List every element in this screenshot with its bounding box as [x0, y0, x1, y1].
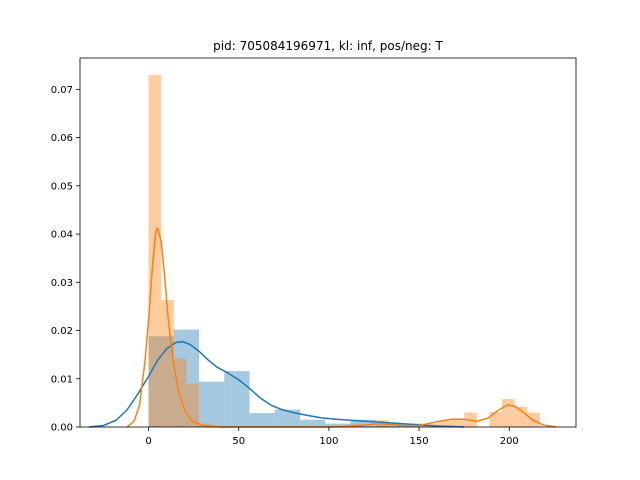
histogram-bar-series-2-13 [502, 399, 515, 427]
y-tick-label: 0.01 [51, 374, 73, 385]
histogram-bar-series-1-10 [375, 423, 402, 427]
histogram-bar-series-2-1 [148, 74, 162, 427]
histogram-bar-series-1-4 [224, 371, 250, 427]
axes: 0 50 100 150 200 0.00 0.01 0.02 0.03 0.04 0.05 0.06… [51, 57, 577, 447]
y-tick-label: 0.00 [51, 423, 73, 434]
y-tick-label: 0.06 [51, 133, 73, 144]
histogram-bar-series-1-8 [325, 423, 351, 427]
x-tick-label: 150 [410, 436, 429, 447]
histogram-bar-series-1-6 [274, 409, 301, 427]
x-tick-label: 0 [145, 436, 151, 447]
x-tick-label: 200 [500, 436, 519, 447]
histogram-bar-series-2-2 [161, 300, 174, 427]
y-tick-label: 0.05 [51, 181, 73, 192]
histogram-bar-series-1-5 [249, 413, 275, 427]
histogram-bar-series-1-7 [300, 419, 326, 427]
histogram-bar-series-2-15 [527, 412, 540, 427]
axes-frame [79, 57, 577, 428]
y-tick-label: 0.07 [51, 85, 73, 96]
histogram-bar-series-2-12 [489, 412, 503, 427]
histogram-bar-series-2-14 [514, 406, 528, 427]
y-tick-label: 0.02 [51, 326, 73, 337]
histogram-bar-series-2-9 [438, 420, 452, 427]
x-tick-label: 50 [232, 436, 245, 447]
histogram-bar-series-1-2 [173, 329, 200, 427]
chart-title: pid: 705084196971, kl: inf, pos/neg: T [213, 39, 443, 53]
y-tick-label: 0.04 [51, 230, 73, 241]
y-tick-label: 0.03 [51, 278, 73, 289]
kde-line-series-1 [88, 340, 465, 428]
histogram-bar-series-2-10 [451, 420, 465, 427]
x-tick-label: 100 [319, 436, 338, 447]
histogram-bar-series-1-1 [148, 336, 174, 427]
plot-area [88, 74, 557, 428]
histogram-bar-series-1-9 [350, 419, 376, 427]
histogram-bar-series-1-3 [199, 381, 225, 427]
histogram-bar-series-2-3 [173, 358, 187, 427]
